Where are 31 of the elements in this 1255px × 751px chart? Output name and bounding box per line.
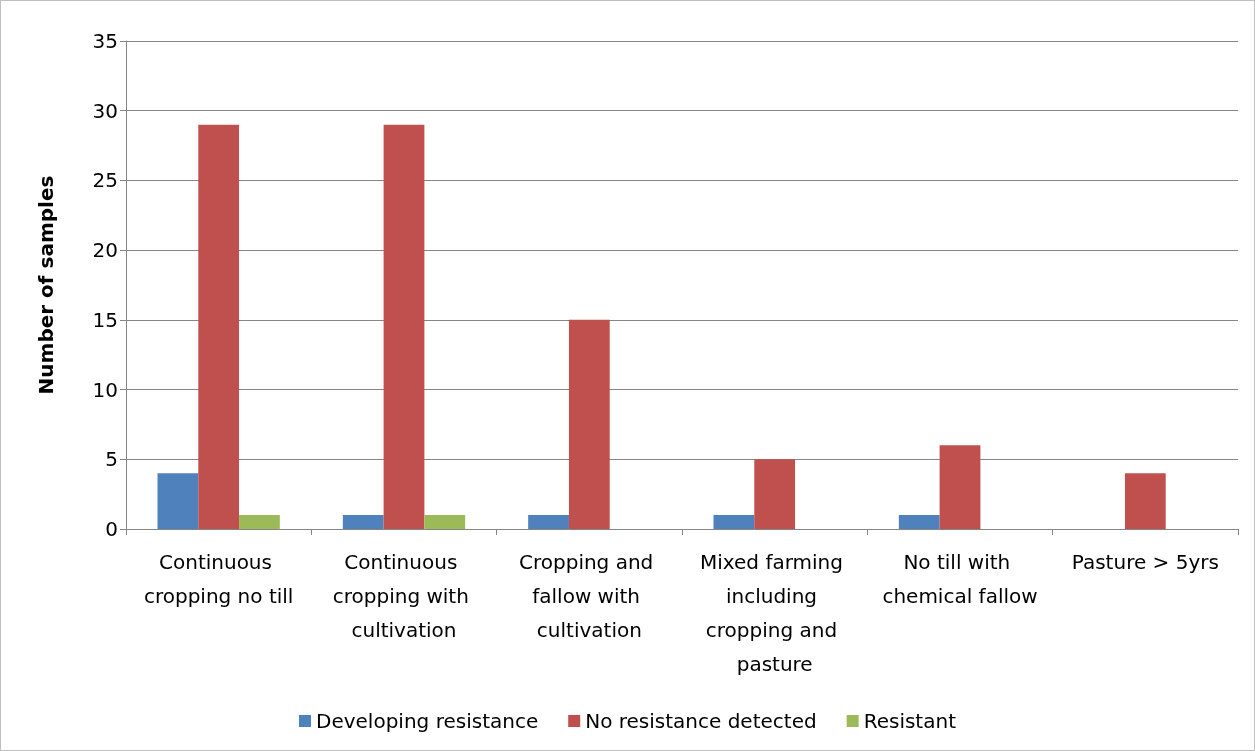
- bar: [198, 124, 240, 529]
- y-tick-label: 0: [105, 517, 118, 541]
- y-tick-label: 5: [105, 447, 118, 472]
- bar: [1124, 473, 1166, 529]
- x-tick-label: Continuous cropping with cultivation: [332, 550, 476, 642]
- bar: [424, 515, 466, 529]
- bar: [342, 515, 384, 529]
- legend-label: Resistant: [863, 709, 957, 733]
- bar: [239, 515, 280, 529]
- legend-label: No resistance detected: [585, 709, 817, 733]
- y-tick-label: 25: [92, 168, 118, 193]
- x-tick-label: Mixed farming including cropping and pasture: [700, 550, 850, 676]
- x-tick-label: Continuous cropping no till: [143, 550, 294, 608]
- y-tick-label: 15: [92, 307, 118, 332]
- bar: [157, 473, 199, 529]
- bar: [939, 445, 981, 529]
- y-tick-label: 30: [92, 98, 118, 123]
- bar: [898, 515, 940, 529]
- bar: [568, 319, 610, 529]
- y-axis-title: Number of samples: [34, 175, 58, 395]
- y-tick-label: 10: [92, 377, 118, 402]
- bar: [754, 459, 796, 529]
- y-tick-label: 35: [92, 29, 118, 53]
- bar: [528, 515, 569, 529]
- legend-label: Developing resistance: [316, 709, 539, 733]
- x-tick-label: Cropping and fallow with cultivation: [519, 550, 660, 642]
- x-tick-label: No till with chemical fallow: [882, 550, 1038, 608]
- x-tick-label: Pasture > 5yrs: [1071, 550, 1219, 574]
- bar: [383, 124, 425, 529]
- y-tick-label: 20: [92, 238, 118, 263]
- bar: [713, 515, 755, 529]
